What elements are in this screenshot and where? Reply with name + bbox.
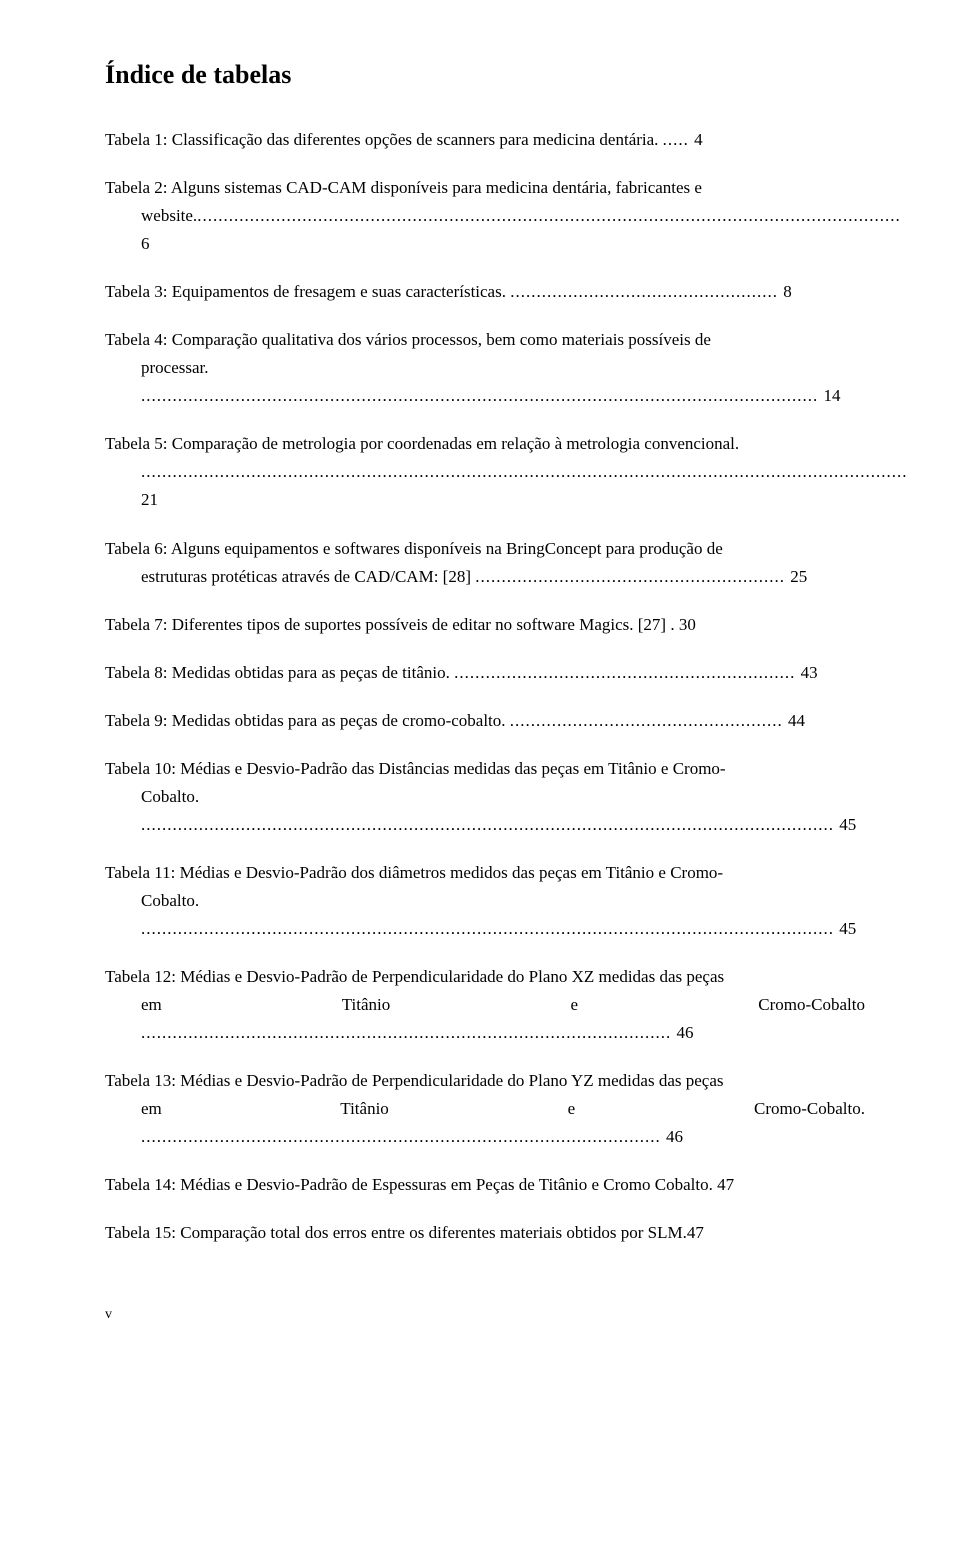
toc-text: Tabela 2: Alguns sistemas CAD-CAM dispon…	[105, 178, 702, 197]
toc-text: Tabela 12: Médias e Desvio-Padrão de Per…	[105, 967, 724, 986]
toc-text-cont: website.	[141, 206, 197, 225]
toc-page: 44	[788, 711, 805, 730]
toc-text: Tabela 10: Médias e Desvio-Padrão das Di…	[105, 759, 726, 778]
toc-page: 4	[694, 130, 703, 149]
toc-entry: Tabela 2: Alguns sistemas CAD-CAM dispon…	[105, 174, 865, 258]
toc-entry: Tabela 15: Comparação total dos erros en…	[105, 1219, 865, 1247]
toc-text: Tabela 11: Médias e Desvio-Padrão dos di…	[105, 863, 723, 882]
toc-text: Tabela 9: Medidas obtidas para as peças …	[105, 711, 510, 730]
toc-text: Tabela 15: Comparação total dos erros en…	[105, 1223, 687, 1242]
toc-page: 45	[839, 815, 856, 834]
toc-leader: ........................................…	[197, 206, 901, 225]
toc-page: 14	[824, 386, 841, 405]
toc-text: Tabela 4: Comparação qualitativa dos vár…	[105, 330, 711, 349]
toc-entry: Tabela 11: Médias e Desvio-Padrão dos di…	[105, 859, 865, 943]
toc-leader: ........................................…	[141, 815, 839, 834]
toc-leader: ........................................…	[141, 462, 908, 481]
toc-page: 45	[839, 919, 856, 938]
toc-page: 46	[666, 1127, 683, 1146]
toc-leader: ........................................…	[510, 711, 788, 730]
toc-leader: ........................................…	[141, 386, 824, 405]
toc-entry: Tabela 4: Comparação qualitativa dos vár…	[105, 326, 865, 410]
toc-text-cont: Cobalto.	[141, 891, 199, 910]
toc-leader: .....	[663, 130, 695, 149]
toc-text-cont: em Titânio e Cromo-Cobalto	[141, 995, 865, 1014]
toc-leader: ........................................…	[510, 282, 783, 301]
toc-text-cont: Cobalto.	[141, 787, 199, 806]
toc-leader: ........................................…	[141, 1023, 677, 1042]
toc-entry: Tabela 5: Comparação de metrologia por c…	[105, 430, 865, 514]
toc-text: Tabela 5: Comparação de metrologia por c…	[105, 434, 739, 453]
toc-entry: Tabela 3: Equipamentos de fresagem e sua…	[105, 278, 865, 306]
toc-text: Tabela 13: Médias e Desvio-Padrão de Per…	[105, 1071, 723, 1090]
toc-page: 6	[141, 234, 150, 253]
toc-page: 46	[677, 1023, 694, 1042]
index-heading: Índice de tabelas	[105, 60, 865, 90]
toc-entry: Tabela 14: Médias e Desvio-Padrão de Esp…	[105, 1171, 865, 1199]
toc-text: Tabela 7: Diferentes tipos de suportes p…	[105, 615, 679, 634]
toc-page: 21	[141, 490, 158, 509]
toc-text: Tabela 3: Equipamentos de fresagem e sua…	[105, 282, 510, 301]
toc-text-cont: em Titânio e Cromo-Cobalto.	[141, 1099, 865, 1118]
toc-entry: Tabela 6: Alguns equipamentos e software…	[105, 535, 865, 591]
toc-leader: ........................................…	[141, 919, 839, 938]
toc-text: Tabela 6: Alguns equipamentos e software…	[105, 539, 723, 558]
toc-leader: ........................................…	[454, 663, 801, 682]
toc-page: 47	[687, 1223, 704, 1242]
toc-text: Tabela 1: Classificação das diferentes o…	[105, 130, 663, 149]
toc-text: Tabela 8: Medidas obtidas para as peças …	[105, 663, 454, 682]
toc-entry: Tabela 10: Médias e Desvio-Padrão das Di…	[105, 755, 865, 839]
toc-entry: Tabela 8: Medidas obtidas para as peças …	[105, 659, 865, 687]
toc-entry: Tabela 1: Classificação das diferentes o…	[105, 126, 865, 154]
toc-leader: ........................................…	[141, 1127, 666, 1146]
toc-entry: Tabela 12: Médias e Desvio-Padrão de Per…	[105, 963, 865, 1047]
toc-page: 25	[790, 567, 807, 586]
toc-page: 47	[717, 1175, 734, 1194]
toc-entry: Tabela 9: Medidas obtidas para as peças …	[105, 707, 865, 735]
toc-leader: ........................................…	[475, 567, 790, 586]
toc-text: Tabela 14: Médias e Desvio-Padrão de Esp…	[105, 1175, 717, 1194]
toc-page: 43	[801, 663, 818, 682]
toc-text-cont: estruturas protéticas através de CAD/CAM…	[141, 567, 475, 586]
toc-text-cont: processar.	[141, 358, 209, 377]
page-footer-marker: v	[105, 1307, 865, 1323]
toc-entry: Tabela 13: Médias e Desvio-Padrão de Per…	[105, 1067, 865, 1151]
toc-entry: Tabela 7: Diferentes tipos de suportes p…	[105, 611, 865, 639]
toc-page: 8	[783, 282, 792, 301]
toc-page: 30	[679, 615, 696, 634]
